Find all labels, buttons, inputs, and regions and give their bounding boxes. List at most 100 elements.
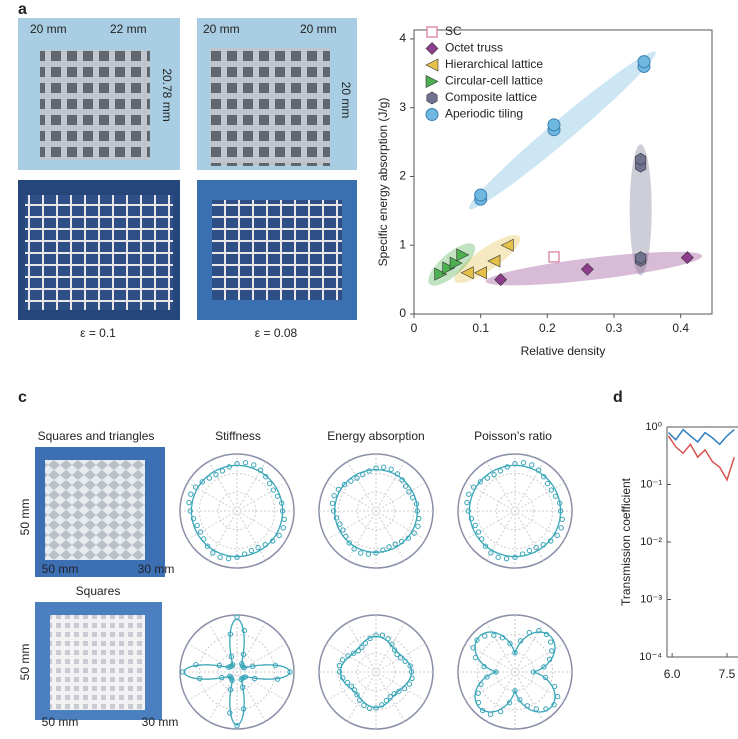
dimension: 20 mm [30,22,67,36]
polar-ring [476,633,554,711]
polar-dot [219,674,225,681]
polar-dot [512,554,518,560]
dimension: 30 mm [142,715,179,729]
dimension: 22 mm [110,22,147,36]
polar-dot [478,536,485,542]
plot-area [667,428,736,482]
point [500,238,514,252]
polar-dot [355,648,361,654]
polar-dot [497,708,504,715]
y-tick-label: 2 [399,169,406,183]
polar-dot [387,693,393,700]
polar-ring [217,491,257,531]
polar-dot [281,516,287,523]
point [456,248,470,262]
polar-dot [241,665,248,671]
polar-dot [529,462,535,468]
y-tick-label: 10⁻² [640,536,662,548]
y-axis-label: Specific energy absorption (J/g) [376,98,390,267]
polar-dot [249,663,256,670]
dimension: 50 mm [42,562,79,576]
polar-dot [512,688,518,694]
polar-dot [415,523,421,529]
polar-dot [394,651,400,658]
polar-dot [192,484,199,490]
legend-label: SC [445,24,462,38]
x-tick-label: 0.3 [606,321,623,335]
polar-dot [416,515,422,522]
point [434,267,448,281]
polar-dot [366,468,372,474]
legend-marker [425,108,439,121]
polar-dot [414,508,421,514]
polar-dot [206,475,213,481]
polar-spoke [187,643,287,701]
strain-label: ε = 0.1 [80,326,116,340]
polar-spoke [326,643,426,701]
polar-dot [558,525,564,531]
polar-dot [472,654,479,661]
polar-dot [482,543,489,549]
polar-dot [396,688,402,694]
polar-dot [484,475,491,481]
polar-dot [240,706,247,712]
polar-dot [234,554,240,560]
legend-marker [425,58,439,72]
polar-dot [365,551,372,557]
legend-label: Octet truss [445,41,503,55]
polar-dot [407,663,413,669]
polar-ring [198,633,276,711]
polar-ring [217,652,257,692]
polar-dot [495,554,501,560]
legend-marker [426,26,438,38]
polar-curve [468,464,562,558]
polar-dot [194,522,200,529]
polar-dot [240,651,247,658]
line [667,428,735,446]
polar-dot [358,550,364,556]
polar-dot [193,662,199,668]
point [474,188,488,202]
panel-label: d [613,389,623,406]
polar-dot [464,499,470,506]
polar-dot [470,484,477,490]
point [680,251,694,265]
polar-dot [362,640,369,646]
polar-dot [213,471,219,478]
polar-dot [343,533,349,540]
polar-dot [408,669,415,675]
polar-dot [345,653,351,659]
polar-ring [356,491,396,531]
sample-title: Squares [76,584,121,598]
y-tick-label: 1 [399,237,406,251]
polar-dot [270,487,277,493]
polar-dot [551,683,558,690]
polar-dot [234,723,240,729]
polar-dot [519,551,526,557]
lattice [25,195,173,310]
polar-dot [366,705,373,712]
x-tick-label: 0.4 [672,321,689,335]
polar-dot [242,460,249,466]
polar-dot [187,508,193,514]
dimension: 20 mm [203,22,240,36]
polar-dot [252,675,258,682]
polar-dot [385,636,391,642]
y-tick-label: 10⁻³ [640,593,662,605]
polar-dot [543,631,550,638]
polar-dot [466,491,472,497]
point [494,273,508,287]
strain-label: ε = 0.08 [255,326,298,340]
y-tick-label: 10⁰ [645,421,662,433]
y-tick-label: 10⁻¹ [640,478,662,490]
legend-marker [425,75,439,88]
polar-dot [517,638,524,644]
column-title: Energy absorption [327,429,424,443]
polar-dot [533,706,540,712]
column-title: Poisson’s ratio [474,429,552,443]
point [547,118,561,132]
y-axis-label: Transmission coefficient [619,477,633,606]
polar-dot [477,479,483,485]
lattice [45,460,145,560]
polar-ring [495,491,535,531]
